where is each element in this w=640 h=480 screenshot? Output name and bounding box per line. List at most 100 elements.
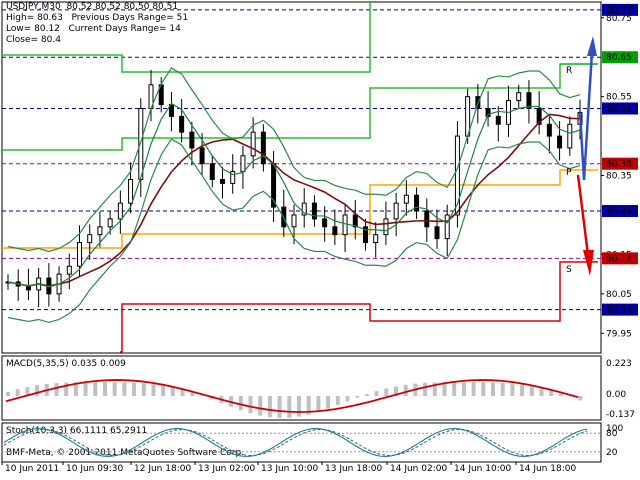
price-tag-box	[602, 102, 638, 115]
macd-panel-frame	[1, 355, 602, 421]
moving-average-slow	[7, 113, 581, 287]
stoch-signal-line	[3, 428, 588, 457]
time-axis-label: 13 Jun 02:00	[198, 464, 255, 474]
previous-days-range: Previous Days Range= 51	[71, 13, 189, 23]
macd-histogram-bar	[578, 396, 583, 401]
bollinger-upper-band	[7, 67, 581, 253]
candle-body	[434, 226, 440, 240]
macd-histogram-bar	[238, 396, 243, 411]
candle-body	[546, 123, 552, 137]
candle-body	[516, 92, 522, 102]
candle-body	[495, 115, 501, 125]
candle-body	[291, 214, 297, 228]
candle-body	[77, 242, 82, 267]
resistance-line-upper	[2, 2, 371, 73]
macd-histogram-bar	[93, 382, 98, 396]
macd-histogram-bar	[461, 382, 466, 396]
price-tick-label: 80.35	[606, 172, 632, 182]
support-label: S	[566, 265, 572, 275]
price-tag-label: 80.52	[606, 104, 632, 114]
macd-histogram-bar	[248, 396, 253, 414]
candle-body	[444, 214, 450, 240]
price-tick-label: 79.95	[606, 329, 632, 339]
candle-body	[189, 131, 195, 149]
macd-histogram-bar	[355, 396, 360, 398]
candle-body	[332, 226, 338, 236]
macd-histogram-bar	[568, 396, 573, 397]
macd-histogram-bar	[306, 396, 311, 415]
macd-histogram-bar	[180, 389, 185, 396]
macd-histogram-bar	[549, 390, 554, 396]
time-axis-label: 14 Jun 02:00	[390, 464, 447, 474]
macd-histogram-bar	[35, 385, 40, 396]
time-axis-label: 14 Jun 18:00	[519, 464, 576, 474]
macd-tick-label: 0.00	[606, 390, 626, 400]
macd-histogram-bar	[432, 382, 437, 396]
high-label: High= 80.63	[6, 13, 63, 23]
candle-body	[250, 131, 256, 157]
macd-histogram-bar	[83, 382, 88, 396]
macd-histogram-bar	[277, 396, 282, 418]
price-info-header: USDJPY,M30 80.52 80.52 80.50 80.51 High=…	[6, 2, 188, 46]
stoch-tick-label: 100	[606, 424, 623, 434]
price-tag-label: 80.26	[606, 207, 632, 217]
candle-body	[322, 218, 328, 228]
macd-histogram-bar	[491, 382, 495, 396]
time-axis-label: 12 Jun 18:00	[134, 464, 191, 474]
pivot-label: P	[566, 168, 572, 178]
macd-histogram-bar	[103, 382, 107, 396]
candle-body	[424, 210, 430, 228]
macd-histogram-bar	[287, 396, 292, 418]
arrow-head-down	[583, 250, 594, 276]
candle-body	[87, 234, 93, 244]
macd-histogram-bar	[374, 391, 379, 396]
candle-body	[373, 234, 379, 244]
time-axis-label: 14 Jun 10:00	[454, 464, 511, 474]
stoch-panel-frame	[1, 422, 602, 463]
macd-histogram-bar	[122, 382, 127, 396]
candle-body	[117, 202, 123, 220]
macd-histogram-bar	[471, 382, 476, 396]
candle-body	[485, 107, 491, 117]
pivot-line	[2, 169, 598, 249]
candle-body	[66, 265, 72, 275]
candle-body	[107, 218, 113, 228]
macd-histogram-bar	[364, 394, 369, 396]
price-tick-label: 80.75	[606, 14, 632, 24]
candle-body	[179, 115, 185, 133]
candle-body	[454, 135, 460, 216]
candle-body	[97, 226, 103, 236]
macd-tick-label: 0.223	[606, 359, 632, 369]
low-label: Low= 80.12	[6, 24, 60, 34]
ohlc-quote: 80.52 80.52 80.50 80.51	[66, 2, 179, 12]
macd-histogram-bar	[112, 382, 117, 396]
moving-average-fast	[7, 102, 581, 288]
macd-histogram-bar	[316, 396, 321, 412]
candle-body	[526, 92, 532, 109]
candle-body	[301, 202, 307, 216]
price-tick-label: 80.05	[606, 290, 632, 300]
macd-histogram-bar	[151, 384, 156, 396]
price-tag-label: 80.14	[606, 254, 632, 264]
macd-histogram-bar	[326, 396, 331, 409]
support-line	[120, 261, 598, 353]
macd-histogram-bar	[15, 389, 20, 396]
bollinger-lower-band	[7, 138, 581, 324]
time-axis-label: 10 Jun 2011	[5, 464, 59, 474]
price-tag-label: 80.77	[606, 6, 632, 16]
macd-histogram-bar	[394, 386, 398, 396]
stoch-tick-label: 80	[606, 429, 618, 439]
stoch-main-line	[3, 428, 588, 458]
macd-histogram-bar	[384, 388, 389, 396]
price-tag-box	[602, 205, 638, 218]
time-axis-label: 10 Jun 09:30	[66, 464, 123, 474]
macd-histogram-bar	[141, 383, 146, 396]
price-tag-box	[602, 157, 638, 170]
price-tag-label: 80.38	[606, 160, 632, 170]
candle-body	[403, 194, 409, 204]
macd-signal-line	[5, 379, 579, 413]
macd-histogram-bar	[297, 396, 301, 417]
macd-histogram-bar	[6, 392, 10, 396]
